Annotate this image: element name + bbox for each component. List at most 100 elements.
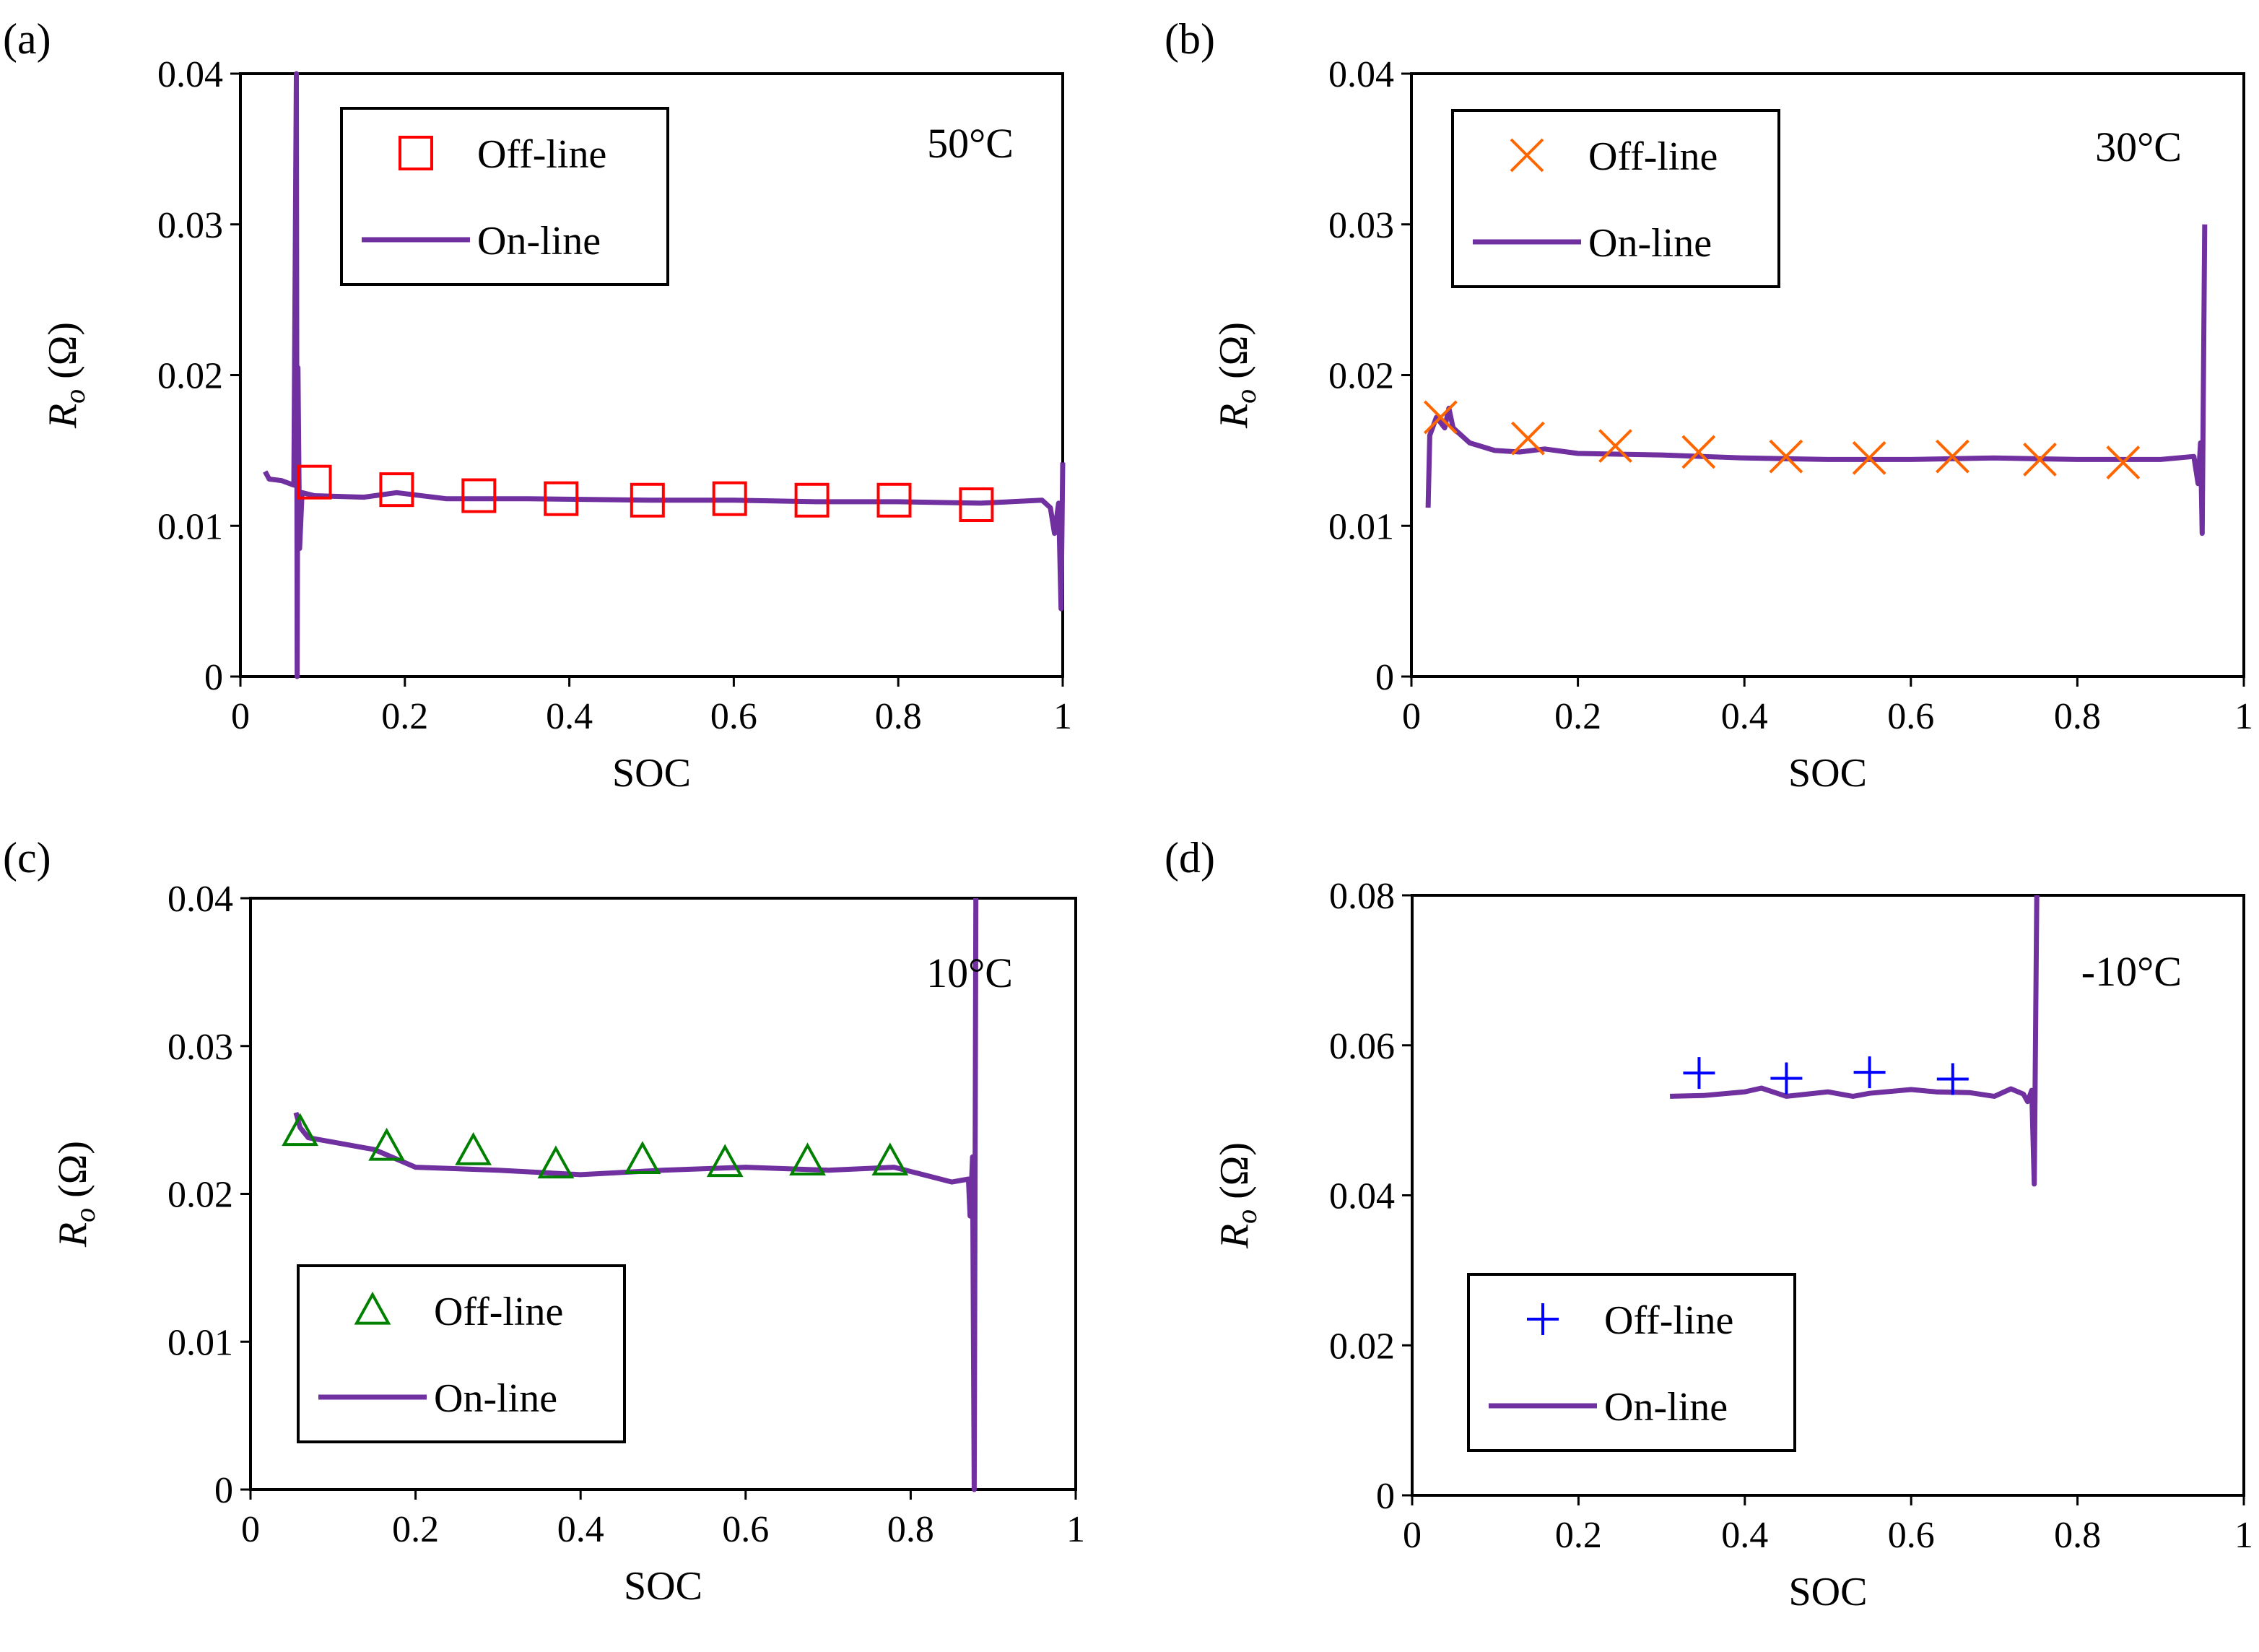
legend-offline-marker	[1510, 138, 1544, 173]
offline-marker	[712, 481, 747, 516]
chart-panel-c: (c) 0 0.2 0.4 0.6 0.8 1 0 0.01 0.02 0.03 0.04 SOC Ro …	[3, 834, 1085, 1609]
online-series-line	[1425, 224, 2208, 536]
y-tick-label: 0	[204, 657, 223, 698]
temperature-label: 50°C	[927, 120, 1014, 167]
offline-marker	[1852, 440, 1886, 475]
y-tick-label: 0.01	[1328, 506, 1394, 547]
legend-offline-marker	[399, 136, 433, 170]
y-tick-label: 0.03	[167, 1027, 233, 1068]
offline-marker	[2106, 445, 2141, 479]
x-tick-label: 0.4	[1721, 696, 1768, 737]
offline-marker	[379, 472, 414, 508]
x-tick-label: 0.4	[1721, 1515, 1768, 1556]
offline-marker	[1936, 1063, 1969, 1095]
x-tick-label: 0.8	[2054, 696, 2101, 737]
y-tick-label: 0.04	[1329, 1176, 1395, 1217]
legend: Off-line On-line	[297, 1264, 626, 1443]
offline-marker	[1681, 435, 1716, 469]
x-tick-label: 0	[1403, 1515, 1422, 1556]
offline-marker	[871, 1142, 909, 1176]
x-tick-label: 1	[2234, 1515, 2253, 1556]
offline-marker	[789, 1142, 826, 1176]
x-axis-label: SOC	[612, 751, 691, 796]
offline-marker	[876, 482, 912, 518]
temperature-label: -10°C	[2081, 948, 2182, 995]
legend-offline-marker	[354, 1291, 391, 1325]
x-axis-label: SOC	[1789, 1570, 1868, 1614]
legend-box	[1467, 1273, 1796, 1452]
panel-label: (a)	[3, 15, 51, 63]
legend-online-label: On-line	[1588, 221, 1712, 266]
y-tick-label: 0.02	[157, 356, 223, 397]
offline-marker	[461, 478, 497, 513]
y-axis-label-subscript: o	[58, 389, 91, 404]
y-axis-label: Ro (Ω)	[40, 322, 91, 429]
y-axis-label-unit: (Ω)	[1212, 1142, 1257, 1209]
y-axis-label-subscript: o	[1229, 389, 1262, 404]
legend-box	[297, 1264, 626, 1443]
y-axis-label-unit: (Ω)	[1211, 322, 1256, 389]
y-tick-label: 0.02	[1328, 356, 1394, 397]
y-tick-label: 0.06	[1329, 1026, 1395, 1067]
offline-marker	[455, 1132, 492, 1165]
x-tick-label: 0.8	[875, 696, 922, 737]
legend-box	[340, 107, 669, 286]
legend: Off-line On-line	[1467, 1273, 1796, 1452]
y-axis-label-symbol: R	[51, 1222, 95, 1248]
legend-offline-label: Off-line	[434, 1290, 563, 1334]
panel-label: (d)	[1165, 834, 1215, 882]
y-axis-label: Ro (Ω)	[1212, 1142, 1263, 1249]
x-tick-label: 1	[1066, 1509, 1085, 1550]
y-axis-label-subscript: o	[69, 1208, 101, 1222]
legend-online-label: On-line	[477, 219, 601, 264]
y-tick-label: 0.02	[167, 1175, 233, 1216]
x-tick-label: 0.8	[887, 1509, 934, 1550]
x-tick-label: 0.8	[2054, 1515, 2101, 1556]
y-axis-label-symbol: R	[40, 404, 85, 429]
offline-marker	[1769, 439, 1803, 474]
x-tick-label: 0.6	[1887, 696, 1934, 737]
x-axis-label: SOC	[1788, 751, 1867, 796]
x-tick-label: 0.2	[1555, 1515, 1602, 1556]
x-tick-label: 1	[2234, 696, 2253, 737]
legend-offline-label: Off-line	[477, 132, 606, 177]
y-axis-label-symbol: R	[1212, 1224, 1257, 1249]
legend-offline-label: Off-line	[1604, 1298, 1733, 1343]
y-tick-label: 0.01	[167, 1322, 233, 1363]
y-axis-label-symbol: R	[1211, 404, 1256, 429]
online-series-line	[293, 897, 979, 1492]
y-tick-label: 0.04	[1328, 54, 1394, 95]
x-tick-label: 0.2	[381, 696, 428, 737]
y-tick-label: 0.04	[167, 879, 233, 920]
x-tick-label: 0.6	[1888, 1515, 1935, 1556]
offline-marker	[1853, 1056, 1886, 1089]
y-tick-label: 0.03	[157, 205, 223, 246]
offline-marker	[1598, 429, 1632, 464]
y-tick-label: 0	[1376, 1476, 1395, 1517]
y-tick-label: 0.02	[1329, 1326, 1395, 1367]
offline-marker	[1936, 439, 1969, 474]
panel-label: (c)	[3, 834, 51, 882]
x-tick-label: 0	[241, 1509, 260, 1550]
y-tick-label: 0.01	[157, 506, 223, 547]
x-tick-label: 0	[1402, 696, 1421, 737]
offline-marker	[2023, 442, 2057, 477]
offline-marker	[544, 481, 579, 516]
legend: Off-line On-line	[1451, 109, 1780, 288]
x-tick-label: 0	[231, 696, 250, 737]
chart-panel-a: (a) 0 0.2 0.4 0.6 0.8 1 0 0.01 0.02 0.03 0.04 SOC Ro …	[3, 15, 1072, 796]
y-axis-label: Ro (Ω)	[1211, 322, 1262, 429]
temperature-label: 30°C	[2095, 123, 2182, 170]
offline-marker	[1770, 1062, 1803, 1095]
offline-marker	[368, 1127, 405, 1161]
chart-panel-b: (b) 0 0.2 0.4 0.6 0.8 1 0 0.01 0.02 0.03 0.04 SOC Ro …	[1165, 15, 2253, 796]
x-tick-label: 1	[1053, 696, 1072, 737]
offline-marker	[959, 487, 994, 523]
offline-marker	[1423, 400, 1458, 435]
x-tick-label: 0.6	[722, 1509, 769, 1550]
x-tick-label: 0.4	[546, 696, 593, 737]
legend-offline-label: Off-line	[1588, 134, 1718, 179]
online-series-line	[263, 71, 1066, 679]
offline-marker	[794, 482, 830, 518]
